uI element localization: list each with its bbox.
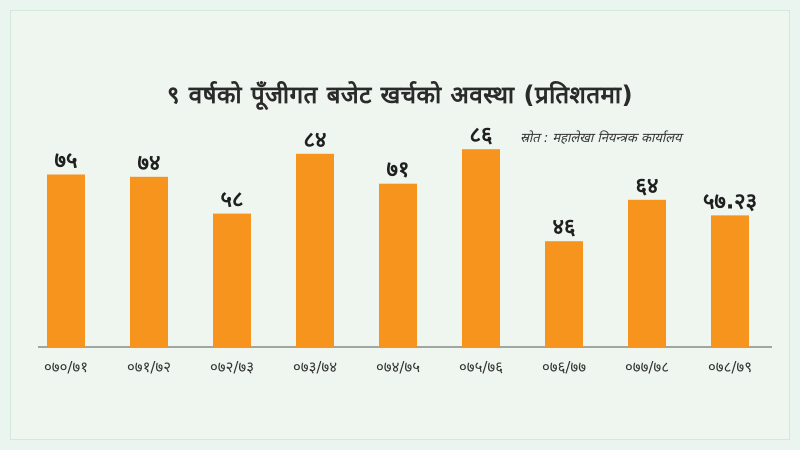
bar — [296, 153, 334, 347]
bar-value-label: ७१ — [387, 158, 410, 183]
source-note: स्रोत : महालेखा नियन्त्रक कार्यालय — [520, 131, 682, 146]
x-tick-label: ०७०/७१ — [44, 358, 88, 376]
x-tick-label: ०७३/७४ — [293, 358, 337, 376]
x-tick-label: ०७१/७२ — [127, 358, 171, 376]
bar-value-label: ८६ — [470, 123, 493, 148]
bar-value-label: ७४ — [138, 151, 161, 176]
x-tick-label: ०७५/७६ — [459, 358, 503, 376]
bar — [462, 149, 500, 347]
bar — [711, 215, 749, 347]
bar-value-label: ५८ — [221, 188, 244, 213]
bar — [213, 213, 251, 347]
bar — [47, 174, 85, 347]
x-tick-label: ०७२/७३ — [210, 358, 254, 376]
x-tick-label: ०७६/७७ — [542, 358, 586, 376]
bar-value-label: ४६ — [553, 215, 576, 240]
x-tick-label: ०७७/७८ — [625, 358, 669, 376]
bar — [628, 199, 666, 347]
x-tick-label: ०७८/७९ — [708, 358, 752, 376]
bar-value-label: ७५ — [55, 149, 78, 174]
bar-value-label: ६४ — [636, 174, 659, 199]
bar — [130, 176, 168, 347]
x-tick-label: ०७४/७५ — [376, 358, 420, 376]
bar — [545, 241, 583, 347]
chart-title: ९ वर्षको पूँजीगत बजेट खर्चको अवस्था (प्र… — [166, 81, 634, 109]
bar — [379, 183, 417, 347]
bar-value-label: ८४ — [304, 128, 327, 153]
bar-value-label: ५७.२३ — [703, 189, 757, 214]
